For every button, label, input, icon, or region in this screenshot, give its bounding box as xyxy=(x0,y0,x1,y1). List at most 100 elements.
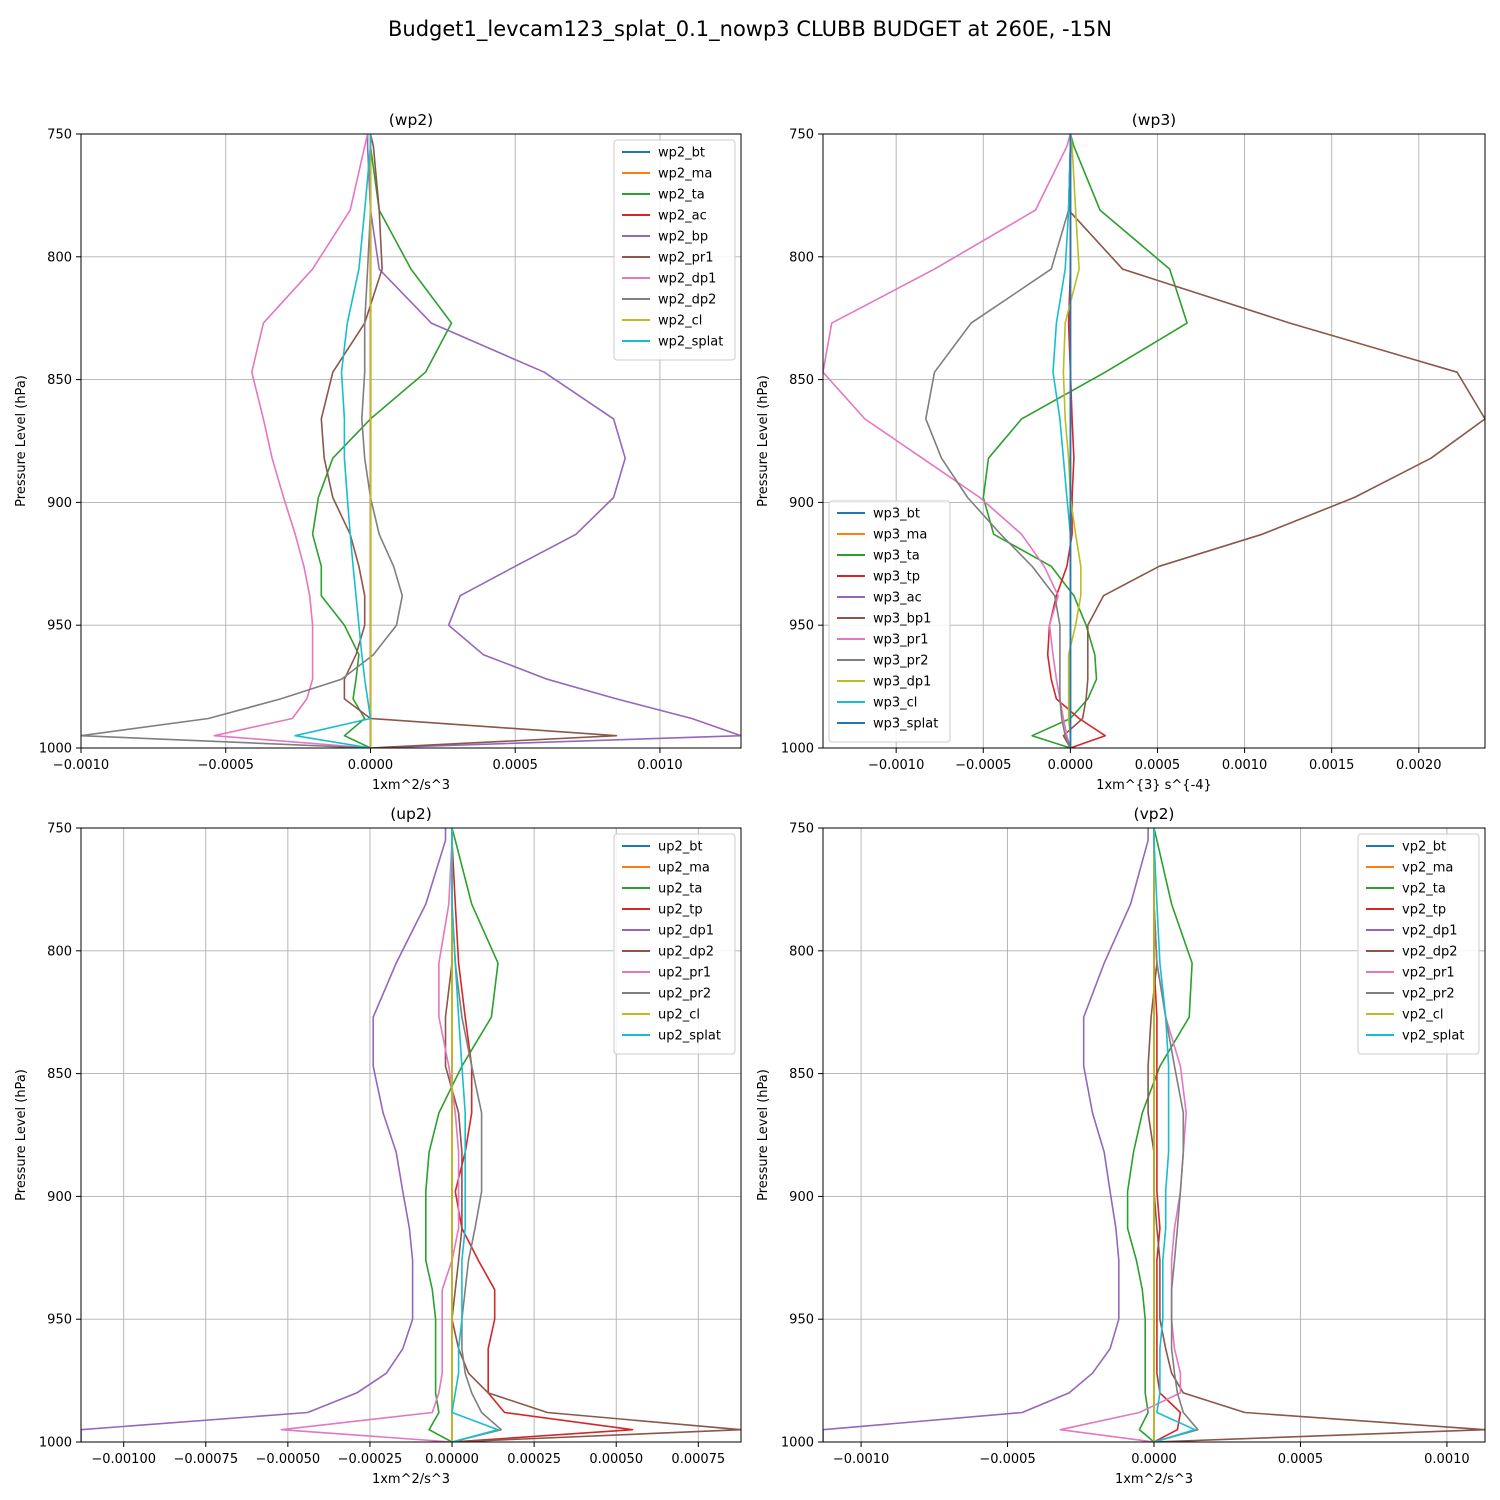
series-line-wp2_dp1 xyxy=(213,134,371,748)
x-tick-label: 0.0010 xyxy=(1424,1452,1470,1467)
y-tick-label: 850 xyxy=(47,1067,72,1082)
x-tick-label: −0.0010 xyxy=(868,758,924,773)
y-tick-label: 850 xyxy=(789,373,814,388)
legend: vp2_bt vp2_ma vp2_ta vp2_tp vp2_dp1 vp2_dp2vp… xyxy=(1357,833,1480,1055)
y-tick-label: 800 xyxy=(789,944,814,959)
series-line-vp2_pr2 xyxy=(1153,828,1199,1442)
y-tick-label: 950 xyxy=(789,619,814,634)
plot-frame xyxy=(80,133,742,749)
legend-label: vp2_cl xyxy=(1402,1008,1443,1023)
y-tick-label: 900 xyxy=(789,1190,814,1205)
x-axis-label: 1xm^2/s^3 xyxy=(372,1472,450,1487)
legend-label: wp2_pr1 xyxy=(658,251,714,266)
x-tick-label: 0.0005 xyxy=(492,758,538,773)
legend-label: vp2_dp1 xyxy=(1402,924,1458,939)
legend-label: vp2_pr2 xyxy=(1402,987,1455,1002)
y-axis-label: Pressure Level (hPa) xyxy=(14,375,29,507)
y-tick-label: 1000 xyxy=(781,1436,814,1451)
legend-label: vp2_ta xyxy=(1402,882,1446,897)
legend-label: wp3_splat xyxy=(873,717,938,732)
x-tick-label: −0.0010 xyxy=(53,758,109,773)
panel-title: (wp2) xyxy=(389,111,433,129)
series-group xyxy=(823,134,1485,748)
series-line-wp3_dp1 xyxy=(1062,134,1082,748)
y-tick-label: 950 xyxy=(789,1313,814,1328)
y-tick-label: 900 xyxy=(47,1190,72,1205)
y-tick-label: 750 xyxy=(789,128,814,143)
x-tick-label: −0.0005 xyxy=(979,1452,1035,1467)
series-group xyxy=(823,828,1485,1442)
x-tick-label: −0.00025 xyxy=(338,1452,403,1467)
panel-title: (up2) xyxy=(390,805,432,823)
y-axis-label: Pressure Level (hPa) xyxy=(14,1069,29,1201)
series-line-up2_dp1 xyxy=(81,828,447,1442)
y-tick-label: 850 xyxy=(47,373,72,388)
x-tick-label: −0.0010 xyxy=(833,1452,889,1467)
legend-label: vp2_ma xyxy=(1402,861,1453,876)
x-axis-label: 1xm^2/s^3 xyxy=(1115,1472,1193,1487)
x-tick-label: 0.0000 xyxy=(348,758,394,773)
legend-label: vp2_splat xyxy=(1402,1029,1464,1044)
x-tick-label: 0.00000 xyxy=(425,1452,479,1467)
legend-label: wp3_pr2 xyxy=(873,654,929,669)
legend: wp2_bt wp2_ma wp2_ta wp2_ac wp2_bp wp2_pr1 wp2… xyxy=(613,139,736,361)
series-line-vp2_splat xyxy=(1153,828,1196,1442)
x-tick-label: 0.0000 xyxy=(1048,758,1094,773)
chart-panel-3: −0.00100 −0.00075 −0.00050 −0.00025 0.00000 0… xyxy=(14,805,742,1487)
legend-label: wp3_tp xyxy=(873,570,920,585)
legend-label: wp2_ta xyxy=(658,188,705,203)
legend-label: up2_ta xyxy=(658,882,702,897)
legend-label: wp2_dp2 xyxy=(658,293,716,308)
x-tick-label: 0.0010 xyxy=(637,758,683,773)
legend-label: wp2_dp1 xyxy=(658,272,716,287)
legend-label: wp3_ma xyxy=(873,528,927,543)
x-tick-label: −0.0005 xyxy=(955,758,1011,773)
legend-label: up2_pr1 xyxy=(658,966,711,981)
y-tick-label: 800 xyxy=(47,250,72,265)
y-tick-label: 750 xyxy=(789,822,814,837)
y-tick-label: 800 xyxy=(47,944,72,959)
plot-frame xyxy=(80,827,742,1443)
x-tick-label: −0.00075 xyxy=(173,1452,238,1467)
legend: wp3_bt wp3_ma wp3_ta wp3_tp wp3_ac wp3_bp1 wp3… xyxy=(828,500,951,743)
chart-panel-2: −0.0010 −0.0005 0.0000 0.0005 0.0010 0.0015 0.… xyxy=(756,111,1486,793)
legend-label: up2_cl xyxy=(658,1008,700,1023)
legend-label: vp2_dp2 xyxy=(1402,945,1458,960)
y-tick-label: 1000 xyxy=(781,742,814,757)
series-line-wp3_ta xyxy=(982,134,1188,748)
legend-label: up2_ma xyxy=(658,861,710,876)
series-group xyxy=(81,134,741,748)
legend-label: up2_dp1 xyxy=(658,924,714,939)
x-tick-label: 0.0005 xyxy=(1135,758,1181,773)
legend-label: wp3_dp1 xyxy=(873,675,931,690)
y-tick-label: 850 xyxy=(789,1067,814,1082)
y-tick-label: 800 xyxy=(789,250,814,265)
series-line-vp2_dp1 xyxy=(823,828,1149,1442)
series-line-up2_ta xyxy=(424,828,499,1442)
y-tick-label: 1000 xyxy=(39,742,72,757)
legend-label: wp2_ma xyxy=(658,167,712,182)
legend-label: wp2_splat xyxy=(658,335,723,350)
x-tick-label: 0.00075 xyxy=(671,1452,725,1467)
series-line-wp2_bp xyxy=(366,134,741,748)
legend-label: wp3_bp1 xyxy=(873,612,931,627)
legend-label: up2_tp xyxy=(658,903,703,918)
x-tick-label: −0.00050 xyxy=(256,1452,321,1467)
legend-label: wp2_cl xyxy=(658,314,702,329)
legend-label: wp3_ta xyxy=(873,549,920,564)
y-axis-label: Pressure Level (hPa) xyxy=(756,1069,771,1201)
legend-label: wp3_cl xyxy=(873,696,917,711)
legend-label: vp2_tp xyxy=(1402,903,1446,918)
legend-label: vp2_bt xyxy=(1402,840,1446,855)
y-tick-label: 900 xyxy=(789,496,814,511)
x-axis-label: 1xm^2/s^3 xyxy=(372,778,450,793)
x-tick-label: 0.0000 xyxy=(1131,1452,1177,1467)
series-line-vp2_ta xyxy=(1126,828,1193,1442)
series-line-wp3_pr2 xyxy=(924,134,1072,748)
x-tick-label: 0.0020 xyxy=(1396,758,1442,773)
y-tick-label: 950 xyxy=(47,1313,72,1328)
panel-title: (vp2) xyxy=(1134,805,1175,823)
x-axis-label: 1xm^{3} s^{-4} xyxy=(1096,778,1212,793)
series-line-up2_pr1 xyxy=(280,828,460,1442)
y-tick-label: 750 xyxy=(47,128,72,143)
